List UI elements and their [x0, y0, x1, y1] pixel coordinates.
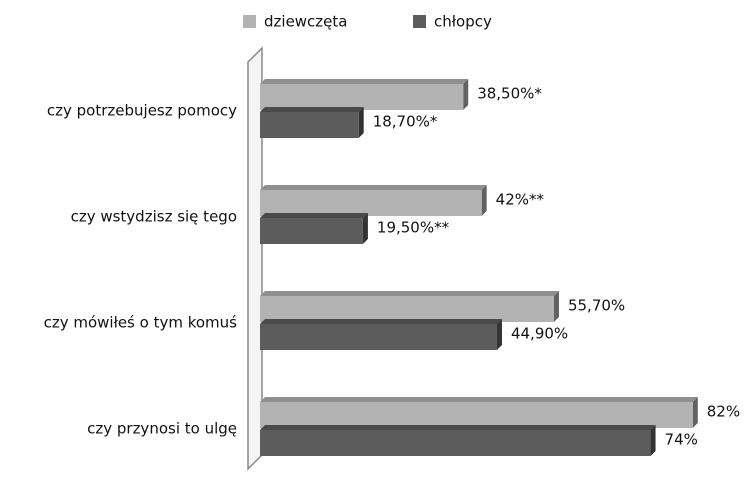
bar-top [260, 213, 368, 218]
legend-swatch [243, 15, 256, 28]
bar [260, 430, 651, 456]
bar-side [362, 213, 368, 244]
bar [260, 218, 363, 244]
value-label: 44,90% [511, 325, 568, 343]
y-tick-label: czy wstydzisz się tego [71, 208, 237, 226]
bar-side [358, 107, 364, 138]
bar-top [260, 319, 502, 324]
back-wall [247, 46, 263, 471]
bar-side [481, 185, 487, 216]
value-label: 55,70% [568, 297, 625, 315]
legend-label: chłopcy [434, 13, 492, 31]
bar-side [650, 425, 656, 456]
legend-label: dziewczęta [264, 13, 347, 31]
bar-side [496, 319, 502, 350]
bar-top [260, 79, 469, 84]
bar-top [260, 291, 559, 296]
bar [260, 84, 464, 110]
bar [260, 324, 497, 350]
value-label: 18,70%* [373, 113, 438, 131]
legend-swatch [413, 15, 426, 28]
bar [260, 190, 482, 216]
value-label: 74% [665, 431, 698, 449]
bar-side [553, 291, 559, 322]
bar-top [260, 425, 656, 430]
wall [247, 46, 263, 471]
bar [260, 402, 693, 428]
y-tick-label: czy potrzebujesz pomocy [47, 102, 237, 120]
bar-top [260, 397, 698, 402]
bar [260, 112, 359, 138]
bar-side [463, 79, 469, 110]
y-tick-label: czy mówiłeś o tym komuś [44, 314, 238, 332]
bar [260, 296, 554, 322]
bar-top [260, 185, 487, 190]
bar-top [260, 107, 364, 112]
value-label: 38,50%* [477, 85, 542, 103]
value-label: 42%** [496, 191, 545, 209]
bar-side [692, 397, 698, 428]
value-label: 19,50%** [377, 219, 450, 237]
value-label: 82% [707, 403, 740, 421]
y-tick-label: czy przynosi to ulgę [87, 420, 237, 438]
